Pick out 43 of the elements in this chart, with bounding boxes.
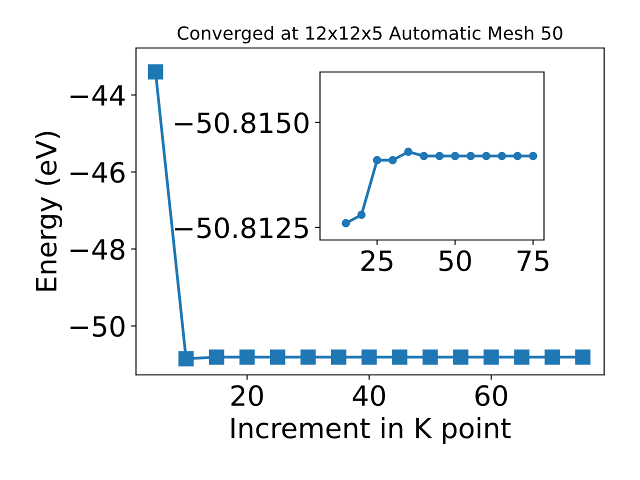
point xyxy=(148,64,164,80)
chart-title: Converged at 12x12x5 Automatic Mesh 50 xyxy=(178,26,562,44)
y-tick-label: −44 xyxy=(70,85,125,106)
point xyxy=(575,350,590,365)
point xyxy=(270,350,286,365)
point xyxy=(544,350,560,365)
point xyxy=(482,152,490,160)
point xyxy=(466,152,475,160)
point xyxy=(514,350,530,365)
point xyxy=(484,350,499,365)
y-tick-label: −50.8125 xyxy=(175,217,308,238)
point xyxy=(178,351,194,366)
point xyxy=(331,350,346,365)
point xyxy=(392,350,408,365)
point xyxy=(357,210,366,219)
y-tick-label: −46 xyxy=(70,162,125,183)
point xyxy=(513,152,522,160)
point xyxy=(528,152,538,160)
x-tick-label: 60 xyxy=(476,385,508,406)
point xyxy=(422,350,438,365)
point xyxy=(420,152,428,160)
point xyxy=(404,148,412,156)
x-axis-title: Increment in K point xyxy=(232,417,511,444)
point xyxy=(208,350,224,365)
point xyxy=(239,350,255,365)
y-tick-label: −50 xyxy=(70,316,124,337)
point xyxy=(453,350,468,365)
x-tick-label: 25 xyxy=(361,250,392,272)
y-tick-label: −50.8150 xyxy=(175,112,308,134)
y-axis-title: Energy (eV) xyxy=(35,132,62,291)
point xyxy=(450,152,460,160)
point xyxy=(498,152,506,160)
y-tick-label: −48 xyxy=(70,238,124,260)
x-tick-label: 40 xyxy=(352,385,385,406)
x-tick-label: 20 xyxy=(231,385,263,406)
point xyxy=(342,219,350,228)
point xyxy=(300,350,316,365)
x-tick-label: 50 xyxy=(440,250,471,272)
point xyxy=(362,350,377,365)
point xyxy=(435,152,444,160)
x-tick-label: 75 xyxy=(518,250,548,272)
point xyxy=(388,156,397,164)
point xyxy=(372,156,382,164)
